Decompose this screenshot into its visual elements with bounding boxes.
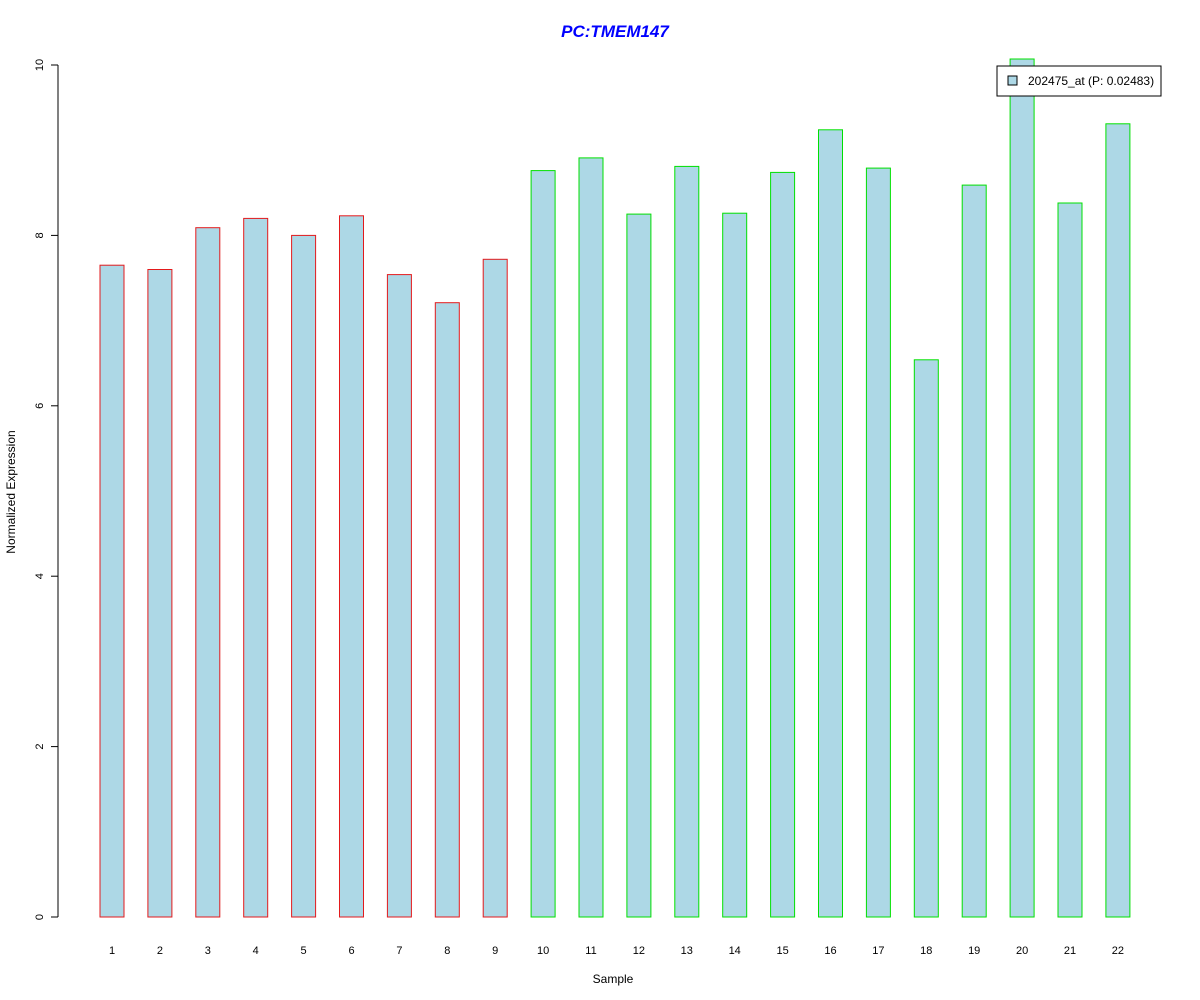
bar-sample-22: [1105, 123, 1131, 918]
x-tick-label: 20: [1016, 945, 1028, 957]
y-tick-label: 0: [34, 914, 46, 920]
bar-sample-3: [195, 227, 221, 918]
x-tick-label: 13: [681, 945, 693, 957]
x-tick-labels: 1 2 3 4 5 6 7 8 9 10 11 12 13 14 15 16 17 18 19 20 21 22: [109, 945, 1124, 957]
bar-sample-15: [770, 171, 796, 918]
bar-sample-16: [818, 129, 843, 918]
x-tick-label: 4: [253, 945, 259, 957]
bar-sample-21: [1057, 202, 1083, 918]
bar-sample-18: [913, 359, 939, 918]
x-tick-label: 5: [301, 945, 307, 957]
x-tick-label: 12: [633, 945, 645, 957]
bar-sample-1: [99, 264, 125, 918]
y-tick-label: 10: [34, 59, 46, 71]
legend-box: [996, 65, 1162, 97]
bar-sample-10: [530, 170, 556, 918]
y-axis-title: Normalized Expression: [4, 430, 18, 553]
x-tick-label: 16: [824, 945, 836, 957]
legend-swatch: [1007, 75, 1018, 86]
x-tick-label: 2: [157, 945, 163, 957]
bar-sample-8: [434, 302, 460, 918]
bar-sample-2: [147, 269, 173, 918]
bar-sample-6: [339, 215, 364, 918]
bar-sample-13: [674, 165, 700, 918]
chart-title: PC:TMEM147: [561, 22, 670, 41]
bar-sample-19: [961, 184, 987, 918]
x-tick-label: 1: [109, 945, 115, 957]
bar-sample-4: [243, 217, 269, 918]
y-tick-label: 4: [34, 573, 46, 579]
x-tick-label: 7: [396, 945, 402, 957]
bars-group: [99, 58, 1131, 918]
x-tick-label: 9: [492, 945, 498, 957]
x-tick-label: 3: [205, 945, 211, 957]
x-tick-label: 21: [1064, 945, 1076, 957]
x-tick-label: 22: [1112, 945, 1124, 957]
x-tick-label: 19: [968, 945, 980, 957]
bar-sample-14: [722, 212, 748, 918]
x-tick-label: 18: [920, 945, 932, 957]
y-tick-label: 8: [34, 232, 46, 238]
y-tick-label: 2: [34, 744, 46, 750]
x-tick-label: 10: [537, 945, 549, 957]
x-tick-label: 11: [585, 945, 596, 957]
x-tick-label: 15: [776, 945, 788, 957]
x-tick-label: 6: [348, 945, 354, 957]
legend: 202475_at (P: 0.02483): [996, 65, 1162, 97]
bar-sample-12: [626, 213, 652, 918]
bar-sample-11: [578, 157, 604, 918]
bar-sample-17: [865, 167, 891, 918]
bar-sample-5: [291, 234, 317, 918]
x-tick-label: 14: [729, 945, 741, 957]
x-tick-label: 8: [444, 945, 450, 957]
y-tick-label: 6: [34, 403, 46, 409]
bar-sample-9: [482, 258, 508, 918]
bar-sample-20: [1009, 58, 1035, 918]
x-tick-label: 17: [872, 945, 884, 957]
x-axis-title: Sample: [593, 972, 634, 986]
bar-sample-7: [386, 274, 412, 918]
y-axis: 0 2 4 6 8 10: [34, 59, 59, 920]
legend-label: 202475_at (P: 0.02483): [1028, 74, 1154, 88]
